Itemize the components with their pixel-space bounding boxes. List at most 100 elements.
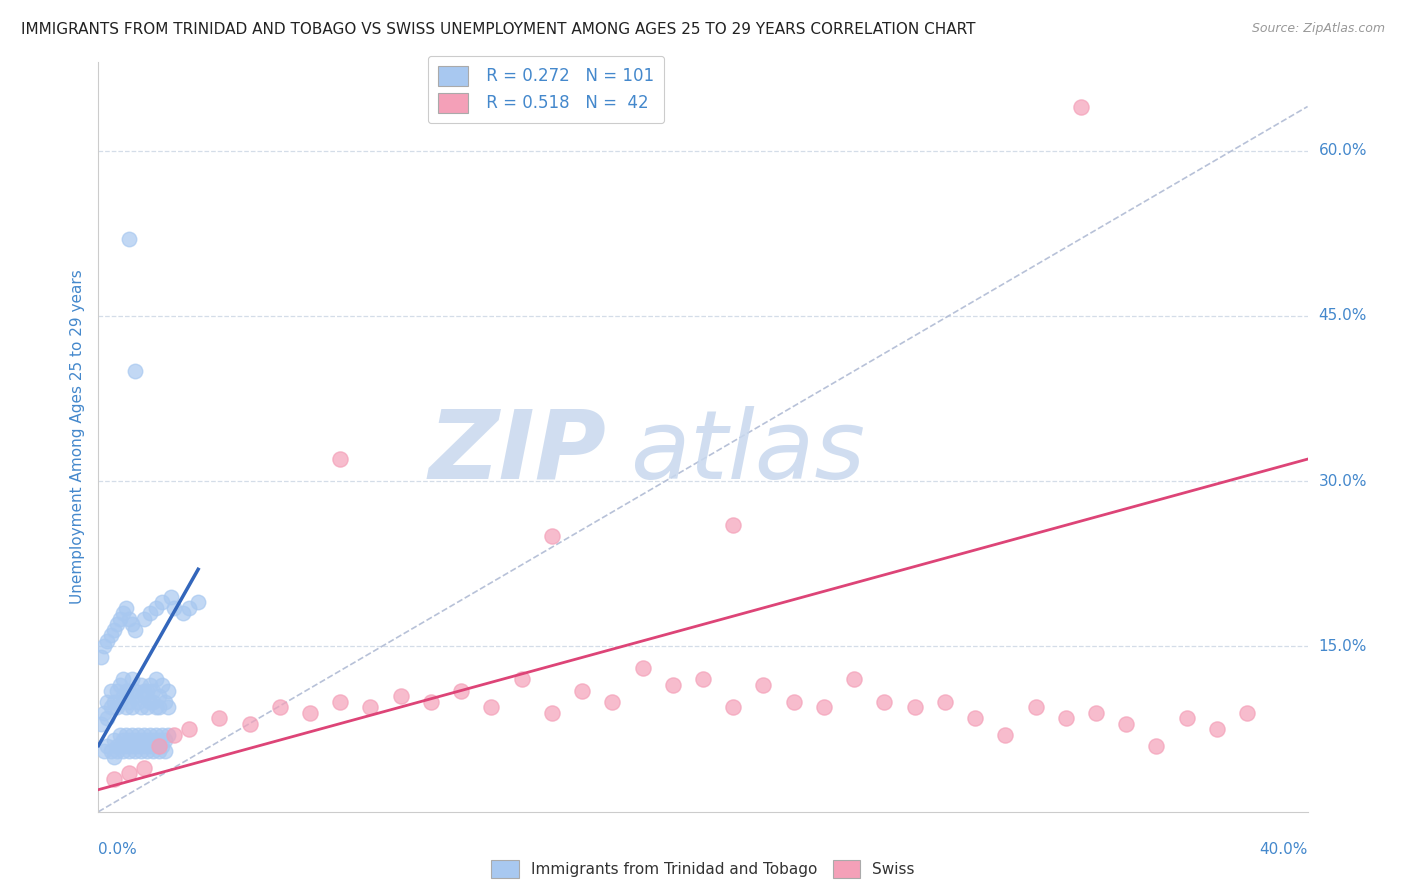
Text: 0.0%: 0.0%: [98, 842, 138, 857]
Point: [132, 689, 155, 703]
Text: 30.0%: 30.0%: [1319, 474, 1367, 489]
Point: [1115, 716, 1137, 731]
Point: [631, 661, 654, 675]
Point: [121, 617, 143, 632]
Point: [1024, 700, 1046, 714]
Point: [148, 733, 170, 747]
Point: [103, 733, 125, 747]
Point: [114, 600, 136, 615]
Point: [153, 694, 176, 708]
Point: [90, 716, 112, 731]
Point: [105, 700, 128, 714]
Point: [96, 739, 118, 753]
Point: [142, 733, 165, 747]
Point: [179, 722, 201, 736]
Point: [118, 232, 141, 246]
Point: [1144, 739, 1167, 753]
Point: [124, 364, 146, 378]
Point: [132, 761, 155, 775]
Point: [602, 694, 624, 708]
Point: [105, 683, 128, 698]
Point: [135, 744, 157, 758]
Point: [163, 728, 186, 742]
Point: [510, 673, 533, 687]
Point: [111, 744, 134, 758]
Point: [965, 711, 987, 725]
Point: [124, 733, 146, 747]
Point: [692, 673, 714, 687]
Text: IMMIGRANTS FROM TRINIDAD AND TOBAGO VS SWISS UNEMPLOYMENT AMONG AGES 25 TO 29 YE: IMMIGRANTS FROM TRINIDAD AND TOBAGO VS S…: [21, 22, 976, 37]
Point: [153, 733, 176, 747]
Point: [114, 700, 136, 714]
Point: [299, 706, 322, 720]
Point: [163, 600, 186, 615]
Point: [132, 683, 155, 698]
Point: [127, 728, 149, 742]
Point: [118, 612, 141, 626]
Point: [540, 529, 562, 543]
Point: [111, 673, 134, 687]
Point: [129, 733, 152, 747]
Point: [1085, 706, 1108, 720]
Point: [150, 678, 173, 692]
Point: [139, 607, 162, 621]
Point: [723, 700, 745, 714]
Point: [139, 739, 162, 753]
Point: [124, 744, 146, 758]
Point: [114, 728, 136, 742]
Point: [96, 634, 118, 648]
Point: [481, 700, 503, 714]
Point: [150, 595, 173, 609]
Point: [132, 728, 155, 742]
Point: [172, 607, 194, 621]
Point: [111, 689, 134, 703]
Point: [783, 694, 806, 708]
Text: 45.0%: 45.0%: [1319, 309, 1367, 324]
Point: [129, 744, 152, 758]
Point: [148, 689, 170, 703]
Point: [111, 607, 134, 621]
Point: [118, 744, 141, 758]
Point: [100, 628, 122, 642]
Point: [100, 744, 122, 758]
Point: [129, 700, 152, 714]
Point: [179, 600, 201, 615]
Point: [329, 452, 352, 467]
Point: [994, 728, 1017, 742]
Point: [389, 689, 412, 703]
Point: [1236, 706, 1258, 720]
Point: [121, 728, 143, 742]
Text: ZIP: ZIP: [429, 406, 606, 499]
Point: [103, 749, 125, 764]
Point: [96, 711, 118, 725]
Point: [208, 711, 231, 725]
Point: [118, 683, 141, 698]
Point: [1175, 711, 1198, 725]
Point: [127, 694, 149, 708]
Point: [135, 700, 157, 714]
Point: [145, 700, 167, 714]
Text: atlas: atlas: [630, 406, 866, 499]
Point: [148, 744, 170, 758]
Point: [100, 700, 122, 714]
Point: [100, 683, 122, 698]
Point: [135, 683, 157, 698]
Point: [114, 739, 136, 753]
Point: [121, 700, 143, 714]
Point: [145, 673, 167, 687]
Point: [139, 678, 162, 692]
Point: [150, 739, 173, 753]
Point: [118, 733, 141, 747]
Point: [108, 678, 131, 692]
Point: [124, 623, 146, 637]
Point: [1070, 99, 1092, 113]
Point: [156, 728, 179, 742]
Point: [142, 694, 165, 708]
Point: [93, 640, 115, 654]
Text: 60.0%: 60.0%: [1319, 143, 1367, 158]
Point: [90, 650, 112, 665]
Point: [145, 600, 167, 615]
Point: [844, 673, 866, 687]
Text: Source: ZipAtlas.com: Source: ZipAtlas.com: [1251, 22, 1385, 36]
Point: [873, 694, 896, 708]
